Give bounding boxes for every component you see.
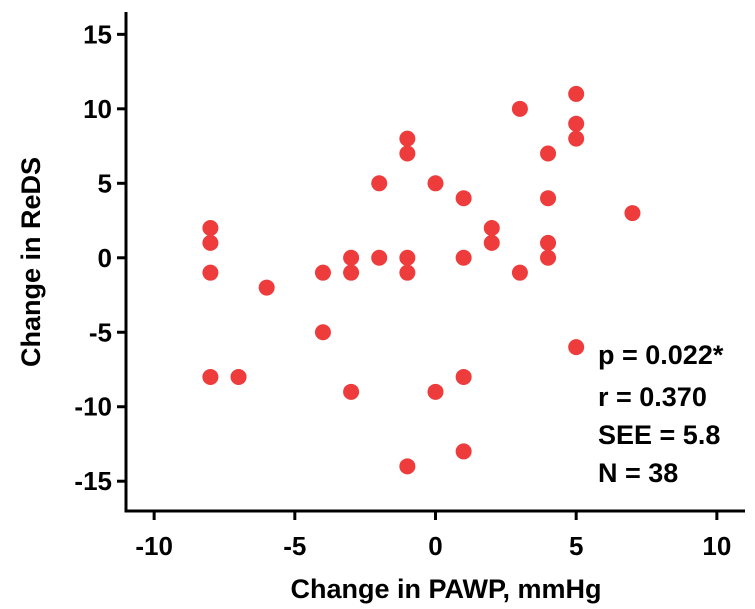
data-point <box>343 383 360 400</box>
stats-annotation: p = 0.022* r = 0.370 SEE = 5.8 N = 38 <box>598 340 724 488</box>
data-point <box>399 145 416 162</box>
data-point <box>399 130 416 147</box>
data-point <box>427 383 444 400</box>
data-point <box>258 279 275 296</box>
data-point <box>455 249 472 266</box>
y-tick-label: 10 <box>83 94 112 124</box>
data-point <box>540 190 557 207</box>
data-point <box>427 175 444 192</box>
x-axis-title: Change in PAWP, mmHg <box>290 574 601 604</box>
data-point <box>202 219 219 236</box>
data-point <box>511 264 528 281</box>
x-tick-label: -10 <box>135 531 173 561</box>
x-ticks: -10 -5 0 5 10 <box>135 511 731 561</box>
data-point <box>371 249 388 266</box>
data-point <box>343 249 360 266</box>
data-point <box>483 234 500 251</box>
annotation-r-value: r = 0.370 <box>598 382 707 412</box>
data-point <box>343 264 360 281</box>
data-point <box>568 130 585 147</box>
y-tick-label: -10 <box>74 392 112 422</box>
data-point <box>202 368 219 385</box>
annotation-see: SEE = 5.8 <box>598 420 720 450</box>
data-point <box>399 264 416 281</box>
x-tick-label: 10 <box>702 531 731 561</box>
data-point <box>202 234 219 251</box>
y-axis-title: Change in ReDS <box>16 157 46 367</box>
data-point <box>540 145 557 162</box>
data-point <box>399 249 416 266</box>
data-point <box>568 85 585 102</box>
data-point <box>230 368 247 385</box>
data-point <box>202 264 219 281</box>
y-tick-label: -15 <box>74 466 112 496</box>
data-point <box>314 324 331 341</box>
data-point <box>483 219 500 236</box>
data-point <box>511 100 528 117</box>
y-tick-label: 5 <box>98 168 112 198</box>
x-tick-label: 5 <box>569 531 583 561</box>
data-point <box>455 443 472 460</box>
y-ticks: -15 -10 -5 0 5 10 15 <box>74 19 126 496</box>
y-tick-label: -5 <box>89 317 112 347</box>
data-point <box>540 249 557 266</box>
data-point <box>568 339 585 356</box>
x-tick-label: -5 <box>283 531 306 561</box>
annotation-n: N = 38 <box>598 458 678 488</box>
x-tick-label: 0 <box>428 531 442 561</box>
y-tick-label: 15 <box>83 19 112 49</box>
data-point <box>568 115 585 132</box>
annotation-p-value: p = 0.022* <box>598 340 724 370</box>
data-point <box>371 175 388 192</box>
data-point <box>540 234 557 251</box>
data-point <box>399 458 416 475</box>
data-point <box>314 264 331 281</box>
data-point <box>624 205 641 222</box>
data-points <box>202 85 641 475</box>
data-point <box>455 368 472 385</box>
data-point <box>455 190 472 207</box>
y-tick-label: 0 <box>98 243 112 273</box>
